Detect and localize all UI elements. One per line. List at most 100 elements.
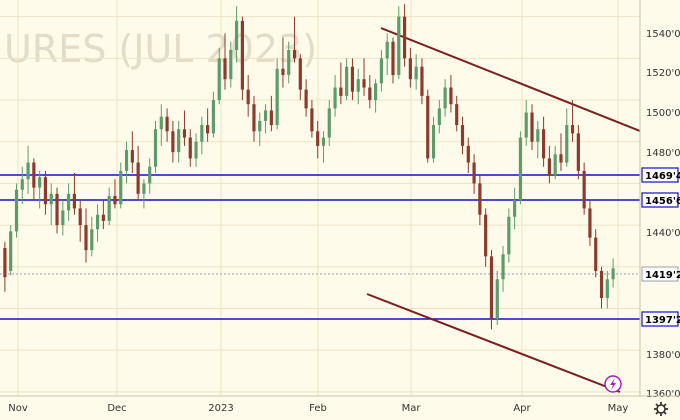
candle[interactable]: [420, 58, 424, 105]
candle[interactable]: [431, 116, 436, 163]
candle[interactable]: [611, 258, 615, 288]
candle[interactable]: [38, 170, 42, 209]
candle[interactable]: [142, 179, 146, 209]
candle[interactable]: [362, 58, 366, 96]
candle[interactable]: [478, 175, 482, 226]
candle[interactable]: [345, 58, 349, 101]
candle[interactable]: [542, 116, 546, 167]
candle[interactable]: [61, 200, 65, 236]
candle[interactable]: [217, 47, 221, 105]
candle[interactable]: [211, 91, 216, 138]
candle[interactable]: [374, 79, 378, 113]
candle[interactable]: [536, 120, 540, 159]
candle[interactable]: [489, 250, 494, 330]
candle[interactable]: [356, 68, 360, 105]
candle[interactable]: [67, 183, 71, 221]
candle[interactable]: [229, 41, 233, 88]
candle[interactable]: [605, 270, 609, 309]
candle[interactable]: [194, 133, 198, 167]
candle[interactable]: [188, 129, 192, 167]
candle[interactable]: [26, 145, 30, 194]
candle[interactable]: [223, 33, 227, 90]
candle[interactable]: [449, 75, 453, 113]
candle[interactable]: [507, 208, 511, 263]
candle[interactable]: [484, 208, 488, 267]
candle[interactable]: [426, 89, 430, 163]
candle[interactable]: [165, 108, 169, 142]
candle[interactable]: [518, 131, 523, 205]
candle[interactable]: [32, 158, 36, 201]
candle[interactable]: [72, 172, 76, 215]
candle[interactable]: [559, 133, 563, 171]
candle[interactable]: [599, 266, 604, 309]
candle[interactable]: [570, 100, 575, 142]
gear-icon[interactable]: [654, 402, 668, 416]
candle[interactable]: [287, 41, 291, 84]
candle[interactable]: [3, 241, 7, 292]
candle[interactable]: [113, 179, 117, 209]
candle[interactable]: [437, 100, 441, 134]
candle[interactable]: [408, 47, 412, 88]
candle[interactable]: [397, 6, 401, 80]
candle[interactable]: [90, 216, 94, 257]
candle[interactable]: [455, 95, 459, 132]
candle[interactable]: [182, 110, 187, 146]
candle[interactable]: [414, 54, 418, 90]
candle[interactable]: [316, 120, 320, 159]
candle[interactable]: [460, 116, 465, 155]
candle[interactable]: [177, 120, 181, 163]
candle[interactable]: [565, 108, 569, 167]
candle[interactable]: [206, 108, 210, 142]
candle[interactable]: [333, 75, 337, 117]
candle[interactable]: [385, 33, 389, 76]
candle[interactable]: [304, 79, 308, 117]
candle[interactable]: [402, 4, 407, 67]
candle[interactable]: [263, 104, 268, 134]
candle[interactable]: [246, 75, 250, 117]
candle[interactable]: [148, 158, 152, 194]
candle[interactable]: [55, 187, 59, 234]
candle[interactable]: [582, 162, 586, 215]
candle[interactable]: [78, 200, 82, 242]
candle[interactable]: [576, 125, 580, 180]
candle[interactable]: [379, 50, 383, 92]
candle[interactable]: [9, 225, 13, 276]
candle[interactable]: [171, 120, 175, 163]
candle[interactable]: [136, 145, 140, 201]
candle[interactable]: [466, 137, 470, 173]
candle[interactable]: [14, 183, 19, 238]
candle[interactable]: [200, 116, 204, 155]
candle[interactable]: [530, 104, 534, 151]
candle[interactable]: [153, 120, 158, 173]
lightning-icon[interactable]: [604, 375, 622, 393]
candle[interactable]: [269, 95, 273, 132]
candle[interactable]: [101, 200, 105, 230]
candle[interactable]: [594, 229, 598, 278]
candle[interactable]: [339, 62, 343, 105]
candle[interactable]: [235, 6, 239, 63]
candle[interactable]: [292, 16, 297, 63]
candle[interactable]: [327, 100, 331, 146]
candle[interactable]: [443, 79, 447, 117]
candle[interactable]: [252, 95, 256, 142]
candle[interactable]: [310, 100, 314, 138]
candle[interactable]: [513, 187, 517, 230]
lower-trendline[interactable]: [366, 293, 621, 393]
candle[interactable]: [553, 145, 557, 180]
candle[interactable]: [368, 75, 372, 109]
candle[interactable]: [49, 183, 53, 226]
candle[interactable]: [240, 16, 244, 101]
candle[interactable]: [258, 112, 262, 146]
candle[interactable]: [95, 204, 100, 242]
candle[interactable]: [588, 200, 592, 246]
candle[interactable]: [275, 58, 279, 130]
candle[interactable]: [524, 100, 528, 146]
candle[interactable]: [43, 170, 48, 215]
candle[interactable]: [350, 58, 355, 101]
candle[interactable]: [130, 131, 134, 173]
candle[interactable]: [107, 187, 111, 226]
candle[interactable]: [472, 154, 476, 194]
candle[interactable]: [391, 37, 395, 84]
